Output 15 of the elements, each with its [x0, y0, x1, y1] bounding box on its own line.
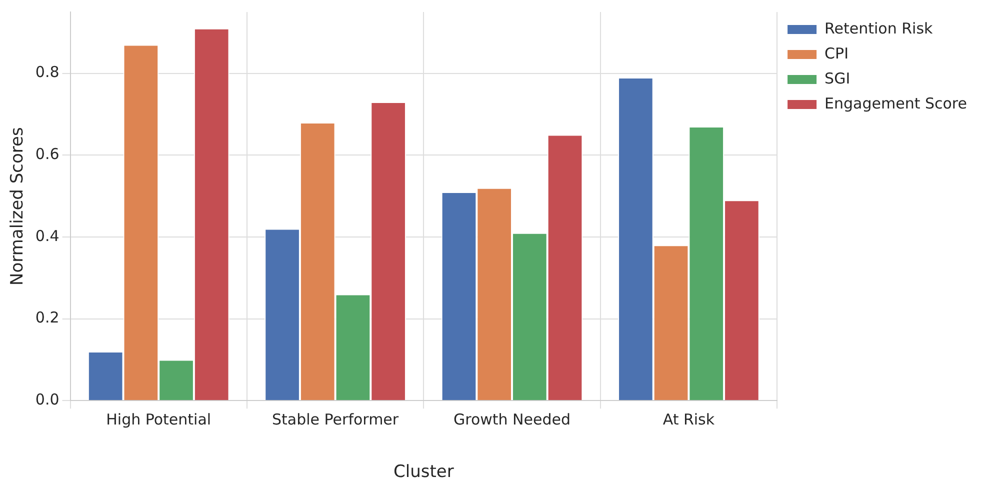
y-tick-label: 0.2: [35, 308, 60, 327]
legend-label: CPI: [824, 44, 848, 62]
legend-label: Engagement Score: [824, 94, 968, 112]
x-axis-title: Cluster: [393, 462, 454, 482]
x-tick-label: High Potential: [106, 410, 212, 428]
x-tick-label: Growth Needed: [453, 410, 571, 428]
y-axis-title: Normalized Scores: [8, 127, 28, 286]
y-tick-label: 0.8: [35, 63, 60, 82]
y-tick-label: 0.4: [35, 226, 60, 245]
x-tick-label: At Risk: [662, 410, 715, 428]
y-tick-label: 0.6: [35, 145, 60, 164]
y-tick-label: 0.0: [35, 390, 60, 408]
legend-label: Retention Risk: [824, 19, 934, 38]
legend-label: SGI: [824, 69, 850, 88]
x-tick-label: Stable Performer: [272, 410, 400, 428]
